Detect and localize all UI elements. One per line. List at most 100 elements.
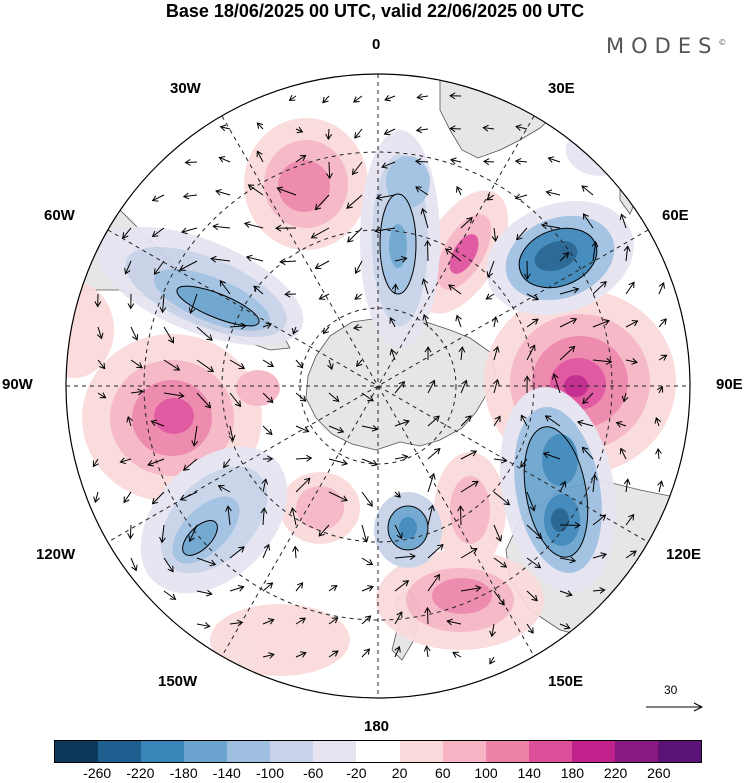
wind-vector: [127, 416, 132, 427]
wind-vector: [515, 125, 528, 130]
wind-vector-head: [402, 580, 410, 587]
wind-vector-head: [159, 306, 167, 314]
wind-vector: [427, 415, 440, 427]
wind-vector-head: [472, 480, 479, 487]
wind-vector-head: [494, 415, 501, 423]
wind-vector-head: [535, 532, 543, 540]
wind-vector: [295, 425, 309, 433]
wind-vector-head: [219, 124, 227, 132]
wind-vector: [415, 186, 429, 196]
wind-vector: [220, 126, 231, 130]
wind-vector: [163, 392, 184, 397]
wind-vector: [486, 293, 495, 300]
wind-vector: [353, 95, 363, 103]
wind-vector: [196, 557, 216, 566]
wind-vector-head: [445, 248, 452, 255]
wind-vector-head: [619, 447, 626, 455]
wind-vector-head: [400, 255, 408, 263]
wind-vector: [559, 557, 576, 562]
wind-vector-head: [383, 128, 391, 136]
wind-vector: [323, 326, 330, 334]
wind-vector: [491, 623, 495, 637]
wind-vector-head: [131, 333, 139, 341]
wind-vector: [163, 557, 174, 572]
wind-vector-head: [217, 485, 225, 492]
wind-vector-head: [188, 535, 195, 543]
wind-vector-head: [562, 251, 570, 259]
wind-vector: [122, 227, 132, 239]
wind-vector-head: [184, 158, 191, 166]
colorbar-segment: [227, 741, 271, 762]
wind-vector: [229, 425, 234, 441]
wind-vector-head: [204, 622, 211, 629]
wind-vector-head: [628, 513, 635, 521]
anomaly-positive: [296, 486, 344, 530]
wind-vector-head: [396, 532, 403, 540]
wind-vector-head: [547, 156, 555, 163]
wind-vector-head: [332, 650, 339, 657]
brand-name: MODES: [606, 34, 719, 58]
wind-vector-head: [658, 282, 665, 289]
wind-vector: [423, 314, 429, 328]
wind-vector-head: [581, 185, 588, 192]
wind-vector: [262, 479, 267, 493]
wind-vector-head: [623, 478, 631, 485]
wind-vector-head: [238, 546, 245, 553]
wind-vector-head: [119, 457, 127, 465]
wind-vector: [620, 448, 627, 460]
wind-vector: [262, 359, 274, 367]
wind-vector: [295, 457, 312, 460]
wind-vector-head: [354, 293, 362, 300]
wind-vector-head: [401, 454, 409, 461]
wind-vector-head: [461, 379, 468, 387]
wind-vector-head: [429, 472, 436, 480]
wind-vector-head: [446, 618, 453, 626]
wind-vector-head: [590, 474, 598, 481]
wind-vector-head: [206, 334, 213, 341]
wind-vector-head: [314, 203, 322, 211]
wind-vector: [97, 326, 103, 339]
wind-vector: [493, 379, 499, 394]
wind-vector-head: [326, 172, 333, 180]
wind-vector: [452, 651, 462, 658]
wind-vector: [456, 315, 462, 328]
wind-vector: [493, 590, 505, 606]
wind-vector-head: [527, 627, 534, 634]
wind-vector-head: [351, 168, 359, 176]
anomaly-positive: [210, 604, 350, 676]
wind-vector: [592, 514, 606, 526]
wind-vector-head: [367, 395, 374, 402]
wind-vector: [415, 160, 429, 163]
wind-vector: [460, 481, 479, 493]
wind-vector-head: [191, 440, 199, 447]
wind-vector-head: [127, 303, 135, 310]
wind-vector: [394, 580, 409, 592]
wind-vector-head: [341, 459, 349, 466]
wind-vector: [229, 392, 241, 407]
wind-vector-head: [188, 307, 196, 314]
lon-label-30e: 30E: [548, 80, 575, 97]
wind-vector-head: [631, 358, 638, 365]
wind-vector-head: [153, 268, 161, 276]
wind-vector-head: [322, 327, 330, 335]
wind-vector-head: [529, 344, 536, 352]
wind-vector: [427, 505, 434, 526]
wind-vector: [152, 227, 165, 237]
wind-vector-head: [657, 385, 664, 393]
anomaly-negative: [534, 240, 578, 272]
wind-vector: [592, 589, 605, 592]
wind-vector-head: [582, 397, 589, 405]
wind-vector: [559, 252, 569, 262]
wind-vector: [515, 160, 528, 163]
wind-vector: [559, 318, 577, 328]
wind-vector: [526, 491, 535, 511]
wind-vector: [211, 258, 231, 262]
wind-vector-head: [628, 281, 635, 289]
wind-vector: [483, 160, 495, 163]
wind-vector-head: [322, 96, 329, 104]
wind-vector: [416, 128, 429, 131]
wind-vector: [181, 227, 198, 233]
wind-vector-head: [523, 273, 531, 280]
wind-vector-head: [375, 194, 383, 201]
wind-vector-head: [470, 450, 478, 457]
